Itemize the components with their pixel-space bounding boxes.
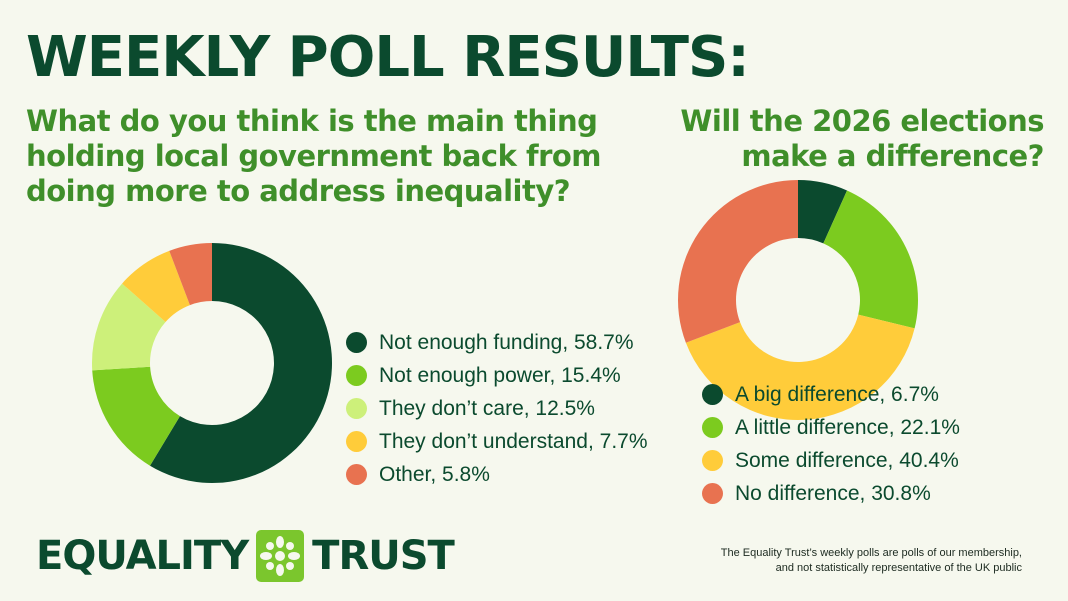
elections-legend-swatch — [702, 417, 723, 438]
elections-slice-2 — [823, 190, 918, 329]
elections-legend-label: A big difference, 6.7% — [735, 382, 939, 406]
funding-legend-label: Not enough power, 15.4% — [379, 363, 621, 387]
page-title: WEEKLY POLL RESULTS: — [26, 25, 750, 90]
elections-legend-item: Some difference, 40.4% — [702, 444, 960, 477]
footnote-line-1: The Equality Trust’s weekly polls are po… — [720, 547, 1022, 559]
footnote: The Equality Trust’s weekly polls are po… — [642, 546, 1022, 576]
funding-legend-item: Not enough power, 15.4% — [346, 359, 648, 392]
funding-legend-item: Other, 5.8% — [346, 458, 648, 491]
elections-legend: A big difference, 6.7% A little differenc… — [702, 378, 960, 510]
funding-donut-chart — [92, 243, 332, 483]
asterisk-flower-icon — [256, 530, 305, 582]
funding-legend-swatch — [346, 431, 367, 452]
funding-legend-swatch — [346, 464, 367, 485]
elections-legend-item: A little difference, 22.1% — [702, 411, 960, 444]
elections-slice-1 — [798, 180, 848, 244]
question-left: What do you think is the main thing hold… — [26, 104, 602, 208]
funding-slice-1 — [150, 243, 332, 483]
funding-legend-swatch — [346, 332, 367, 353]
funding-legend-label: They don’t care, 12.5% — [379, 396, 595, 420]
funding-slice-2 — [92, 366, 180, 466]
logo-text-trust: TRUST — [312, 533, 455, 579]
elections-legend-swatch — [702, 483, 723, 504]
elections-slice-3 — [685, 314, 915, 421]
funding-slice-5 — [169, 243, 212, 306]
funding-legend-swatch — [346, 365, 367, 386]
elections-legend-item: No difference, 30.8% — [702, 477, 960, 510]
elections-legend-label: A little difference, 22.1% — [735, 415, 960, 439]
funding-legend-swatch — [346, 398, 367, 419]
funding-legend-item: Not enough funding, 58.7% — [346, 326, 648, 359]
funding-slice-4 — [122, 250, 190, 322]
elections-legend-item: A big difference, 6.7% — [702, 378, 960, 411]
elections-donut-chart — [678, 180, 918, 421]
elections-legend-swatch — [702, 384, 723, 405]
question-right: Will the 2026 elections make a differenc… — [680, 104, 1044, 173]
elections-slice-4 — [678, 180, 798, 343]
funding-legend: Not enough funding, 58.7% Not enough powe… — [346, 326, 648, 491]
elections-legend-swatch — [702, 450, 723, 471]
funding-legend-label: Not enough funding, 58.7% — [379, 330, 634, 354]
funding-slice-3 — [92, 283, 166, 371]
funding-legend-label: They don’t understand, 7.7% — [379, 429, 648, 453]
funding-legend-item: They don’t understand, 7.7% — [346, 425, 648, 458]
funding-legend-label: Other, 5.8% — [379, 462, 490, 486]
elections-legend-label: Some difference, 40.4% — [735, 448, 959, 472]
funding-legend-item: They don’t care, 12.5% — [346, 392, 648, 425]
logo-text-equality: EQUALITY — [36, 533, 249, 579]
elections-legend-label: No difference, 30.8% — [735, 481, 931, 505]
footnote-line-2: and not statistically representative of … — [775, 562, 1022, 574]
equality-trust-logo: EQUALITY TRUST — [36, 528, 455, 584]
